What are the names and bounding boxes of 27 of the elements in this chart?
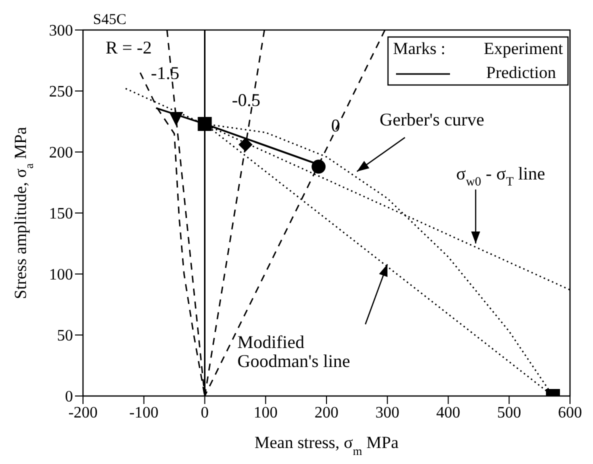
annotation: Gerber's curve (380, 110, 484, 130)
y-tick-label: 200 (49, 144, 73, 162)
chart-title: S45C (93, 12, 126, 28)
x-tick-label: 300 (375, 404, 400, 422)
annotation: σ$_{w0}$- σ$_{T}$ line (456, 164, 546, 188)
y-tick-label: 300 (49, 22, 73, 40)
x-tick-label: 500 (497, 404, 522, 422)
text: Experiment (484, 39, 564, 58)
y-tick-label: 250 (49, 84, 73, 101)
annotation: R = -2 (106, 38, 152, 58)
annotation: Modified Goodman's line (237, 332, 350, 372)
x-tick-label: 0 (200, 404, 209, 422)
x-axis-title: Mean stress, σ$_{m}$ MPa (254, 433, 399, 458)
x-tick-label: 600 (558, 404, 582, 422)
legend-title: Marks : (393, 39, 446, 58)
y-tick-label: 100 (49, 266, 73, 284)
annotation: -1.5 (150, 63, 180, 84)
x-tick-label: -200 (68, 404, 98, 422)
x-tick-label: 200 (314, 404, 338, 422)
legend-label: Prediction (486, 63, 556, 82)
x-tick-label: 100 (254, 404, 278, 422)
y-tick-label: 150 (49, 206, 73, 223)
x-tick-label: 400 (436, 404, 460, 422)
y-tick-label: 50 (57, 328, 73, 345)
y-tick-label: 0 (65, 388, 73, 406)
annotation: -0.5 (232, 90, 260, 110)
x-tick-label: -100 (129, 404, 159, 422)
